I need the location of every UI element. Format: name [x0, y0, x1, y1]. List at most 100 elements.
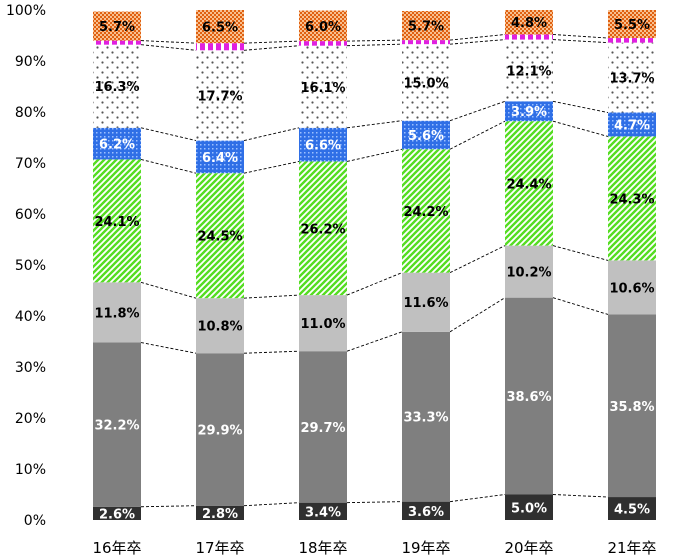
bar-segment [299, 10, 347, 42]
y-tick-label: 90% [15, 54, 46, 70]
bar-segment [93, 506, 141, 520]
bar-segment [299, 502, 347, 520]
data-label: 29.7% [300, 421, 345, 436]
bar-segment [299, 295, 347, 352]
y-tick-label: 70% [15, 156, 46, 172]
data-label: 29.9% [197, 423, 242, 438]
bar-segment [505, 297, 553, 495]
y-tick-label: 60% [15, 207, 46, 223]
bar-segment [93, 40, 141, 45]
connector-line [449, 494, 506, 503]
connector-line [346, 148, 403, 162]
connector-line [140, 40, 197, 44]
data-label: 38.6% [506, 390, 551, 405]
bar-segment [608, 314, 656, 498]
data-label: 24.3% [609, 192, 654, 207]
data-label: 10.8% [197, 320, 242, 335]
data-label: 17.7% [197, 89, 242, 104]
connector-line [140, 342, 197, 354]
data-label: 15.0% [403, 76, 448, 91]
data-label: 6.2% [99, 138, 135, 153]
data-label: 24.2% [403, 205, 448, 220]
data-label: 6.5% [202, 21, 238, 36]
data-label: 16.1% [300, 81, 345, 96]
data-label: 3.6% [408, 505, 444, 520]
bar-segment [299, 351, 347, 503]
y-tick-label: 100% [6, 3, 46, 19]
bar-segment [196, 298, 244, 354]
connector-line [243, 45, 300, 51]
data-label: 4.8% [511, 16, 547, 31]
connector-line [552, 297, 609, 315]
x-axis: 16年卒 17年卒 18年卒 19年卒 20年卒 21年卒 [92, 539, 656, 557]
connector-line [243, 294, 300, 299]
data-label: 6.0% [305, 20, 341, 35]
connector-line [243, 127, 300, 141]
connector-line [552, 39, 609, 44]
connector-line [243, 350, 300, 354]
data-label: 35.8% [609, 400, 654, 415]
bar-segment [608, 497, 656, 520]
category-label: 18年卒 [298, 539, 347, 557]
bar-segment [505, 245, 553, 298]
bar-segment [196, 50, 244, 141]
data-label: 3.9% [511, 105, 547, 120]
connector-line [449, 120, 506, 150]
data-label: 24.5% [197, 230, 242, 245]
data-label: 16.3% [94, 80, 139, 95]
connector-line [449, 100, 506, 122]
data-label: 24.1% [94, 215, 139, 230]
category-label: 16年卒 [92, 539, 141, 557]
connector-line [346, 120, 403, 129]
bars [93, 10, 656, 520]
bar-segment [608, 42, 656, 113]
bar-segment [505, 10, 553, 35]
data-label: 10.2% [506, 266, 551, 281]
bar-segment [299, 161, 347, 296]
connector-line [140, 505, 197, 508]
bar-segment [93, 127, 141, 160]
bar-segment [93, 159, 141, 283]
connector-line [346, 39, 403, 42]
y-axis: 0% 10% 20% 30% 40% 50% 60% 70% 80% 90% 100% [6, 3, 46, 529]
connector-line [449, 39, 506, 45]
bar-segment [505, 101, 553, 122]
connector-line [552, 120, 609, 137]
y-tick-label: 20% [15, 411, 46, 427]
data-label: 6.4% [202, 151, 238, 166]
data-label: 11.0% [300, 317, 345, 332]
connector-line [346, 331, 403, 352]
y-tick-label: 30% [15, 360, 46, 376]
connector-line [243, 161, 300, 174]
bar-segment [608, 10, 656, 39]
bar-segment [299, 127, 347, 162]
data-label: 11.8% [94, 306, 139, 321]
data-label: 2.8% [202, 507, 238, 522]
connector-line [449, 34, 506, 41]
category-label: 19年卒 [401, 539, 450, 557]
bar-segment [93, 11, 141, 41]
connector-line [552, 34, 609, 39]
bar-segment [93, 44, 141, 128]
data-label: 2.6% [99, 507, 135, 522]
bar-segment [196, 10, 244, 44]
data-label: 3.4% [305, 505, 341, 520]
category-label: 20年卒 [504, 539, 553, 557]
bar-segment [402, 40, 450, 45]
connector-line [346, 501, 403, 504]
y-tick-label: 80% [15, 105, 46, 121]
bar-segment [93, 282, 141, 343]
bar-segment [196, 173, 244, 299]
connector-line [243, 502, 300, 507]
connector-line [140, 127, 197, 141]
bar-segment [608, 112, 656, 137]
data-label: 11.6% [403, 296, 448, 311]
bar-segment [196, 43, 244, 51]
data-label: 12.1% [506, 64, 551, 79]
connector-line [140, 44, 197, 51]
data-label: 4.7% [614, 118, 650, 133]
bar-segment [402, 11, 450, 41]
data-label: 33.3% [403, 411, 448, 426]
data-label: 5.6% [408, 129, 444, 144]
